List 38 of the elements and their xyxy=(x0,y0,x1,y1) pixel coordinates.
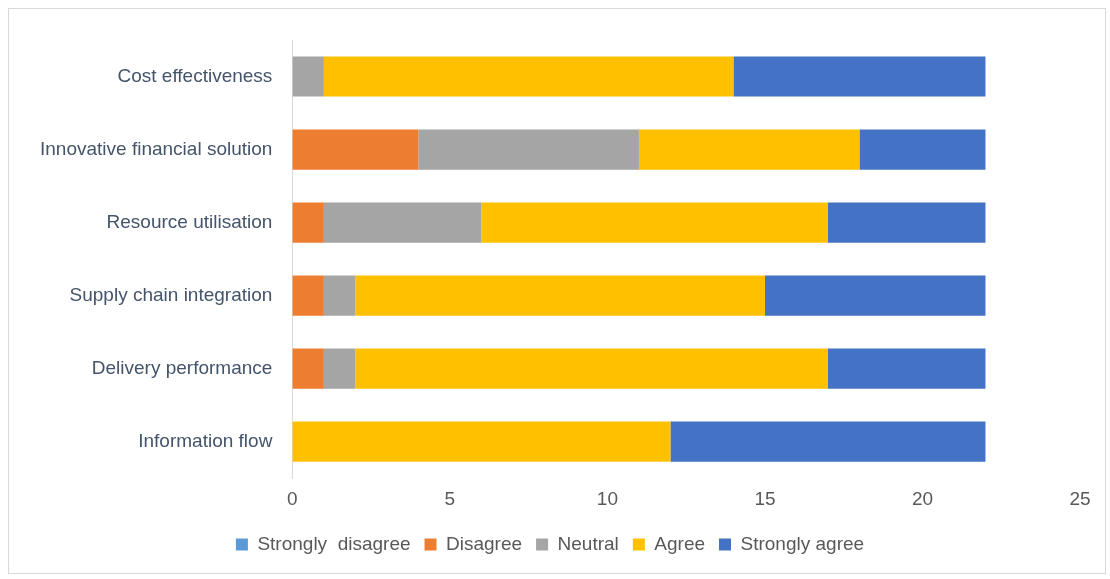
bar xyxy=(355,348,828,389)
x-tick-label: 10 xyxy=(596,487,618,509)
bar xyxy=(764,275,986,316)
bar xyxy=(323,275,356,316)
legend-label: Strongly disagree xyxy=(257,532,411,554)
x-tick-label: 5 xyxy=(444,487,456,509)
legend-label: Disagree xyxy=(446,532,523,554)
x-tick-label: 25 xyxy=(1069,487,1091,509)
bar xyxy=(292,421,671,462)
bar xyxy=(355,275,765,316)
y-tick-label: Innovative financial solution xyxy=(39,137,273,159)
y-tick-label: Cost effectiveness xyxy=(117,64,273,86)
bar xyxy=(323,56,734,97)
bar xyxy=(292,56,324,97)
bar xyxy=(292,275,324,316)
legend-label: Agree xyxy=(654,532,706,554)
y-tick-label: Delivery performance xyxy=(91,356,273,378)
bar xyxy=(323,348,356,389)
bar xyxy=(827,202,986,243)
bar xyxy=(292,129,419,170)
x-tick-label: 20 xyxy=(911,487,934,509)
bar xyxy=(638,129,860,170)
legend-label: Neutral xyxy=(557,532,619,554)
legend-label: Strongly agree xyxy=(740,532,865,554)
bar xyxy=(859,129,986,170)
bar xyxy=(292,348,324,389)
x-tick-label: 15 xyxy=(754,487,776,509)
bar xyxy=(733,56,986,97)
y-tick-label: Resource utilisation xyxy=(106,210,273,232)
x-tick-label: 0 xyxy=(287,487,298,509)
y-tick-label: Information flow xyxy=(138,429,273,451)
bar xyxy=(481,202,828,243)
bar xyxy=(323,202,482,243)
y-tick-label: Supply chain integration xyxy=(69,283,273,305)
bar xyxy=(827,348,986,389)
bar xyxy=(292,202,324,243)
bar xyxy=(418,129,639,170)
bar xyxy=(670,421,986,462)
